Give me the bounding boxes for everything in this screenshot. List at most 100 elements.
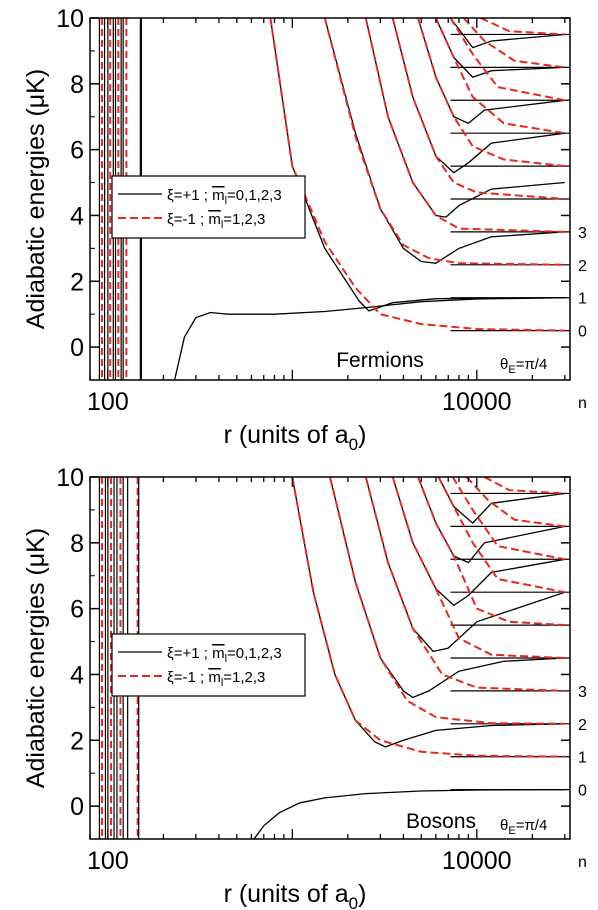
x-tick-label: 10000	[442, 847, 512, 875]
legend-entry: ξ=-1 ; ml=1,2,3	[167, 211, 265, 231]
series-line-dashed-red	[291, 477, 565, 758]
y-tick-label: 0	[70, 334, 84, 362]
legend-m-sub: l	[221, 219, 223, 231]
legend-xi: ξ=-1 ;	[167, 211, 208, 228]
series-line-solid-black	[329, 477, 565, 699]
x-axis-label-close: )	[358, 880, 366, 908]
x-axis-label: r (units of a0)	[224, 421, 367, 454]
y-axis-label: Adiabatic energies (μK)	[22, 69, 50, 329]
series-line-solid-black	[365, 18, 565, 218]
legend-xi: ξ=+1 ;	[167, 187, 212, 204]
panel-label: Fermions	[336, 349, 424, 372]
legend: ξ=+1 ; ml=0,1,2,3ξ=-1 ; ml=1,2,3	[111, 175, 306, 239]
legend-values: =0,1,2,3	[227, 187, 282, 204]
series-line-dashed-red	[484, 477, 565, 495]
series-line-dashed-red	[364, 477, 565, 692]
angle-label: θE=π/4	[500, 817, 547, 837]
series-line-solid-black	[324, 18, 565, 264]
x-axis-label-close: )	[358, 421, 366, 449]
series-line-dashed-red	[391, 477, 565, 659]
n-label: 1	[578, 291, 587, 308]
y-tick-label: 8	[70, 71, 84, 99]
legend-entry: ξ=-1 ; ml=1,2,3	[167, 669, 265, 689]
plot-frame	[89, 17, 571, 381]
x-axis-label-main: r (units of a	[224, 421, 349, 449]
y-tick-label: 10	[56, 464, 84, 492]
legend-m: m	[208, 669, 221, 686]
angle-symbol: θ	[500, 817, 508, 834]
angle-value: =π/4	[516, 817, 548, 834]
legend-m: m	[212, 645, 225, 662]
n-label: 3	[578, 225, 587, 242]
x-axis-label-sub: 0	[349, 894, 358, 910]
series-line-dashed-red	[449, 18, 565, 102]
legend-m-sub: l	[225, 653, 227, 665]
series-line-dashed-red	[323, 18, 565, 266]
legend-entry: ξ=+1 ; ml=0,1,2,3	[167, 645, 282, 665]
y-tick-label: 0	[70, 793, 84, 821]
angle-sub: E	[508, 825, 515, 837]
legend-m: m	[208, 211, 221, 228]
series-line-dashed-red	[329, 477, 565, 725]
legend-values: =1,2,3	[223, 669, 265, 686]
x-axis-label-main: r (units of a	[224, 880, 349, 908]
series-line-solid-black	[435, 18, 565, 78]
n-label: 3	[578, 684, 587, 701]
series-line-solid-black	[437, 477, 565, 524]
series-line-dashed-red	[463, 18, 565, 69]
series-line-dashed-red	[480, 18, 565, 36]
angle-label: θE=π/4	[500, 356, 547, 376]
series-line-dashed-red	[465, 477, 565, 528]
series-line-dashed-red	[434, 18, 565, 135]
legend-box	[111, 633, 306, 697]
n-label: 0	[578, 324, 587, 341]
plot-area	[98, 477, 570, 839]
series-line-solid-black	[417, 477, 565, 564]
n-label: 0	[578, 783, 587, 800]
series-line-solid-black	[253, 788, 565, 839]
legend-values: =1,2,3	[223, 211, 265, 228]
legend-m-sub: l	[225, 195, 227, 207]
x-axis-label: r (units of a0)	[224, 880, 367, 910]
series-line-solid-black	[291, 477, 565, 748]
series-line-solid-black	[392, 477, 565, 607]
n-label: 2	[578, 258, 587, 275]
panel-label: Bosons	[406, 810, 476, 833]
legend-box	[111, 175, 306, 239]
series-line-solid-black	[449, 18, 565, 49]
series-line-dashed-red	[391, 18, 565, 200]
n-label: 2	[578, 717, 587, 734]
n-axis-label: n	[578, 395, 587, 412]
y-tick-label: 2	[70, 727, 84, 755]
x-tick-label: 10000	[442, 388, 512, 416]
y-tick-label: 4	[70, 202, 84, 230]
plot-frame	[89, 476, 571, 840]
series-line-dashed-red	[364, 18, 565, 233]
n-label: 1	[578, 750, 587, 767]
y-axis-label: Adiabatic energies (μK)	[22, 528, 50, 788]
legend-m-sub: l	[221, 677, 223, 689]
legend-values: =0,1,2,3	[227, 645, 282, 662]
series-line-dashed-red	[437, 477, 565, 594]
angle-symbol: θ	[500, 356, 508, 373]
x-axis-label-sub: 0	[349, 435, 358, 454]
y-tick-label: 8	[70, 530, 84, 558]
x-tick-label: 100	[87, 388, 129, 416]
legend-m: m	[212, 187, 225, 204]
angle-value: =π/4	[516, 356, 548, 373]
series-line-dashed-red	[269, 18, 565, 332]
n-axis-label: n	[578, 854, 587, 871]
series-line-dashed-red	[451, 477, 565, 561]
angle-sub: E	[508, 364, 515, 376]
legend-xi: ξ=+1 ;	[167, 645, 212, 662]
legend: ξ=+1 ; ml=0,1,2,3ξ=-1 ; ml=1,2,3	[111, 633, 306, 697]
series-line-dashed-red	[417, 477, 565, 627]
x-tick-label: 100	[87, 847, 129, 875]
legend-entry: ξ=+1 ; ml=0,1,2,3	[167, 187, 282, 207]
legend-xi: ξ=-1 ;	[167, 669, 208, 686]
y-tick-label: 2	[70, 268, 84, 296]
series-line-solid-black	[269, 18, 565, 312]
